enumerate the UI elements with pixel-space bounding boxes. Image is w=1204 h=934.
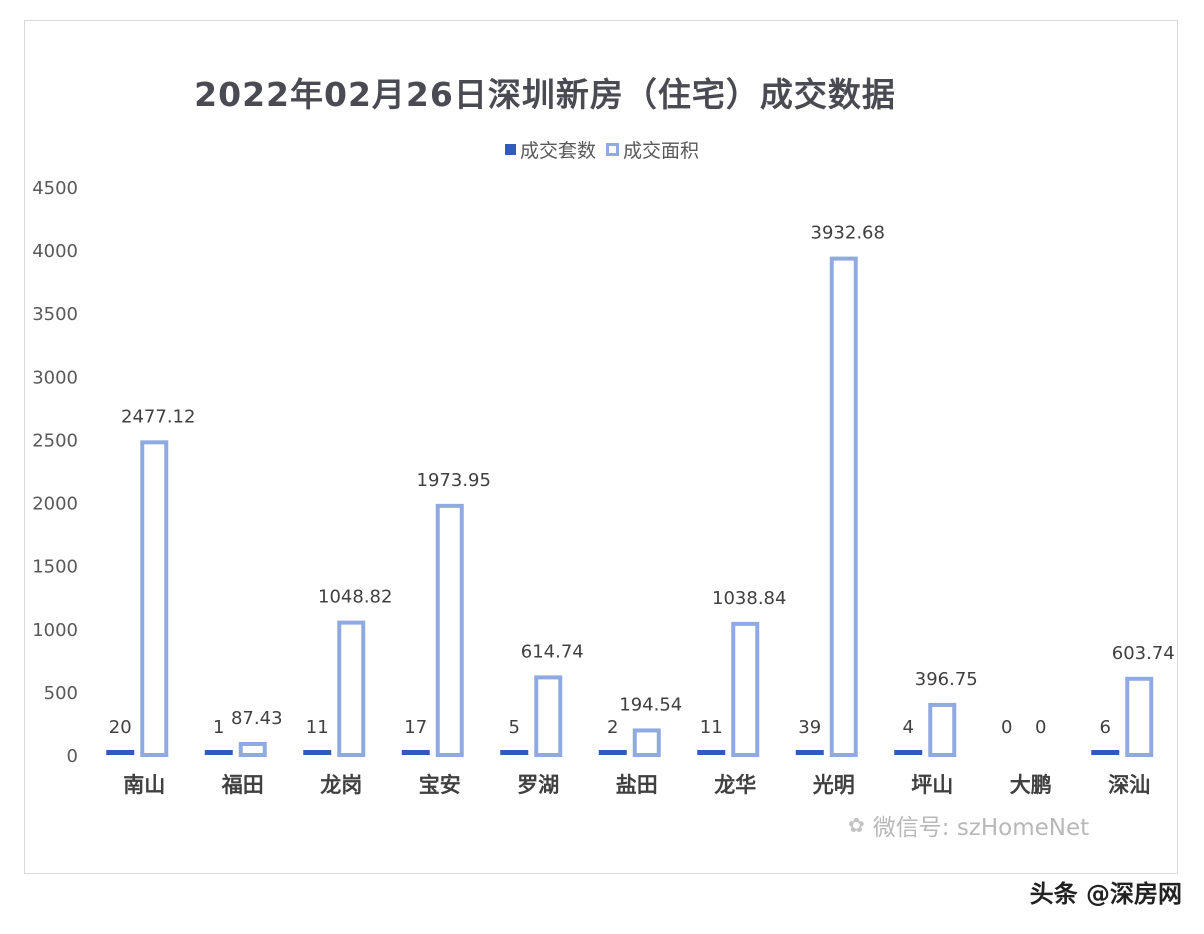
y-tick-label: 500	[44, 683, 78, 704]
data-label-units: 11	[306, 717, 329, 738]
x-category-label: 大鹏	[1010, 773, 1052, 797]
data-label-units: 20	[109, 717, 132, 738]
bar-units	[106, 750, 135, 755]
bar-area	[140, 440, 169, 757]
x-category-label: 宝安	[419, 773, 461, 797]
data-label-area: 2477.12	[121, 406, 195, 427]
data-label-area: 87.43	[231, 708, 283, 729]
wechat-watermark: ✿ 微信号: szHomeNet	[848, 808, 1089, 842]
legend-swatch-area	[606, 143, 619, 156]
data-label-area: 1048.82	[318, 587, 392, 608]
data-label-units: 6	[1100, 717, 1111, 738]
y-tick-label: 1500	[32, 557, 78, 578]
bar-units	[401, 750, 430, 755]
x-category-label: 龙华	[714, 773, 756, 797]
data-label-area: 614.74	[521, 641, 584, 662]
bar-units	[500, 750, 529, 755]
data-label-units: 5	[509, 717, 520, 738]
data-label-area: 194.54	[619, 694, 682, 715]
y-tick-label: 4000	[32, 241, 78, 262]
chart-legend: 成交套数 成交面积	[0, 136, 1204, 163]
data-label-units: 4	[903, 717, 914, 738]
data-label-area: 603.74	[1112, 643, 1175, 664]
y-tick-label: 2500	[32, 430, 78, 451]
bar-area	[928, 702, 957, 757]
data-label-units: 17	[404, 717, 427, 738]
bar-area	[1125, 676, 1154, 758]
data-label-area: 3932.68	[811, 223, 885, 244]
y-tick-label: 2000	[32, 494, 78, 515]
bar-units	[204, 750, 233, 755]
bar-area	[534, 675, 563, 757]
bar-units	[894, 750, 923, 755]
legend-label-units: 成交套数	[519, 140, 596, 162]
bar-units	[303, 750, 332, 755]
toutiao-watermark: 头条 @深房网	[1029, 880, 1182, 908]
data-label-units: 11	[700, 717, 723, 738]
x-category-label: 盐田	[616, 773, 658, 797]
bar-area	[632, 728, 661, 757]
x-category-label: 福田	[221, 773, 264, 797]
wechat-icon: ✿	[848, 813, 865, 837]
bar-units	[697, 750, 726, 755]
bar-area	[829, 256, 858, 757]
chart-title: 2022年02月26日深圳新房（住宅）成交数据	[194, 75, 896, 114]
x-category-label: 龙岗	[320, 773, 362, 797]
bar-area	[435, 503, 464, 758]
bar-area	[337, 620, 366, 757]
y-tick-label: 0	[67, 746, 78, 767]
data-label-units: 2	[607, 717, 618, 738]
bar-units	[1091, 750, 1120, 755]
x-category-label: 深汕	[1108, 773, 1150, 797]
data-label-area: 0	[1035, 717, 1046, 738]
y-tick-label: 1000	[32, 620, 78, 641]
data-label-units: 0	[1001, 717, 1012, 738]
x-category-label: 坪山	[911, 773, 953, 797]
x-category-label: 光明	[812, 773, 855, 797]
chart-frame	[24, 20, 1178, 874]
legend-item-area: 成交面积	[606, 136, 699, 163]
x-category-label: 南山	[123, 773, 165, 797]
data-label-area: 1973.95	[417, 470, 491, 491]
bar-units	[598, 750, 627, 755]
data-label-units: 39	[798, 717, 821, 738]
y-tick-label: 4500	[32, 178, 78, 199]
legend-item-units: 成交套数	[504, 136, 596, 163]
y-tick-label: 3000	[32, 367, 78, 388]
data-label-area: 396.75	[915, 669, 978, 690]
legend-swatch-units	[504, 144, 516, 155]
bar-units	[795, 750, 824, 755]
data-label-units: 1	[213, 717, 224, 738]
bar-area	[731, 621, 760, 757]
y-tick-label: 3500	[32, 304, 78, 325]
bar-area	[238, 741, 267, 758]
legend-label-area: 成交面积	[623, 140, 700, 162]
x-category-label: 罗湖	[517, 773, 559, 797]
wechat-watermark-text: 微信号: szHomeNet	[872, 815, 1090, 841]
data-label-area: 1038.84	[712, 588, 786, 609]
